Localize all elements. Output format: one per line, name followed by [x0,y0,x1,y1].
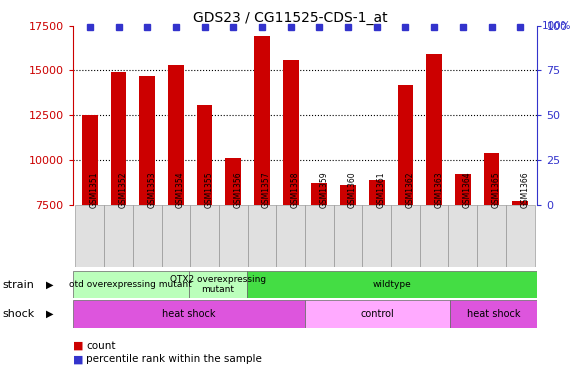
Bar [311,183,327,340]
Text: OTX2 overexpressing
mutant: OTX2 overexpressing mutant [170,275,266,294]
Text: GSM1355: GSM1355 [205,171,214,208]
Text: GSM1364: GSM1364 [463,171,472,208]
Bar [190,205,219,267]
Bar [477,205,506,267]
Text: control: control [361,309,394,319]
Bar [512,201,528,340]
Text: GSM1359: GSM1359 [320,171,328,208]
Bar [420,205,449,267]
Bar [333,205,363,267]
Text: GSM1361: GSM1361 [376,172,386,208]
Bar [391,205,420,267]
Text: GSM1365: GSM1365 [492,171,500,208]
Bar [73,300,305,328]
Text: ▶: ▶ [46,280,53,290]
Text: GSM1366: GSM1366 [520,171,529,208]
Text: shock: shock [3,309,35,319]
Text: GDS23 / CG11525-CDS-1_at: GDS23 / CG11525-CDS-1_at [193,11,388,25]
Bar [397,85,413,340]
Bar [483,153,500,340]
Text: ■: ■ [73,341,83,351]
Bar [426,54,442,340]
Text: percentile rank within the sample: percentile rank within the sample [86,354,262,365]
Bar [283,60,299,340]
Text: GSM1352: GSM1352 [119,172,128,208]
Bar [277,205,305,267]
Bar [340,185,356,340]
Bar [450,300,537,328]
Bar [305,300,450,328]
Bar [133,205,162,267]
Text: 100%: 100% [542,20,572,31]
Text: ■: ■ [73,354,83,365]
Bar [162,205,190,267]
Bar [247,271,537,298]
Text: heat shock: heat shock [162,309,216,319]
Bar [369,180,385,340]
Text: GSM1357: GSM1357 [262,171,271,208]
Text: GSM1358: GSM1358 [290,172,300,208]
Bar [139,76,155,340]
Text: GSM1363: GSM1363 [434,171,443,208]
Bar [197,105,213,340]
Text: count: count [86,341,116,351]
Text: GSM1351: GSM1351 [90,172,99,208]
Bar [104,205,133,267]
Bar [305,205,333,267]
Bar [168,65,184,340]
Text: wildtype: wildtype [373,280,411,289]
Bar [219,205,248,267]
Bar [449,205,477,267]
Text: GSM1360: GSM1360 [348,171,357,208]
Bar [110,72,127,340]
Bar [82,115,98,340]
Text: GSM1356: GSM1356 [234,171,242,208]
Bar [76,205,104,267]
Text: GSM1353: GSM1353 [147,171,156,208]
Text: GSM1354: GSM1354 [176,171,185,208]
Text: heat shock: heat shock [467,309,521,319]
Text: strain: strain [3,280,35,290]
Text: GSM1362: GSM1362 [406,172,414,208]
Bar [506,205,535,267]
Bar [225,158,241,340]
Bar [248,205,277,267]
Text: ▶: ▶ [46,309,53,319]
Bar [189,271,247,298]
Bar [73,271,189,298]
Bar [363,205,391,267]
Bar [254,36,270,340]
Bar [455,175,471,340]
Text: otd overexpressing mutant: otd overexpressing mutant [69,280,192,289]
